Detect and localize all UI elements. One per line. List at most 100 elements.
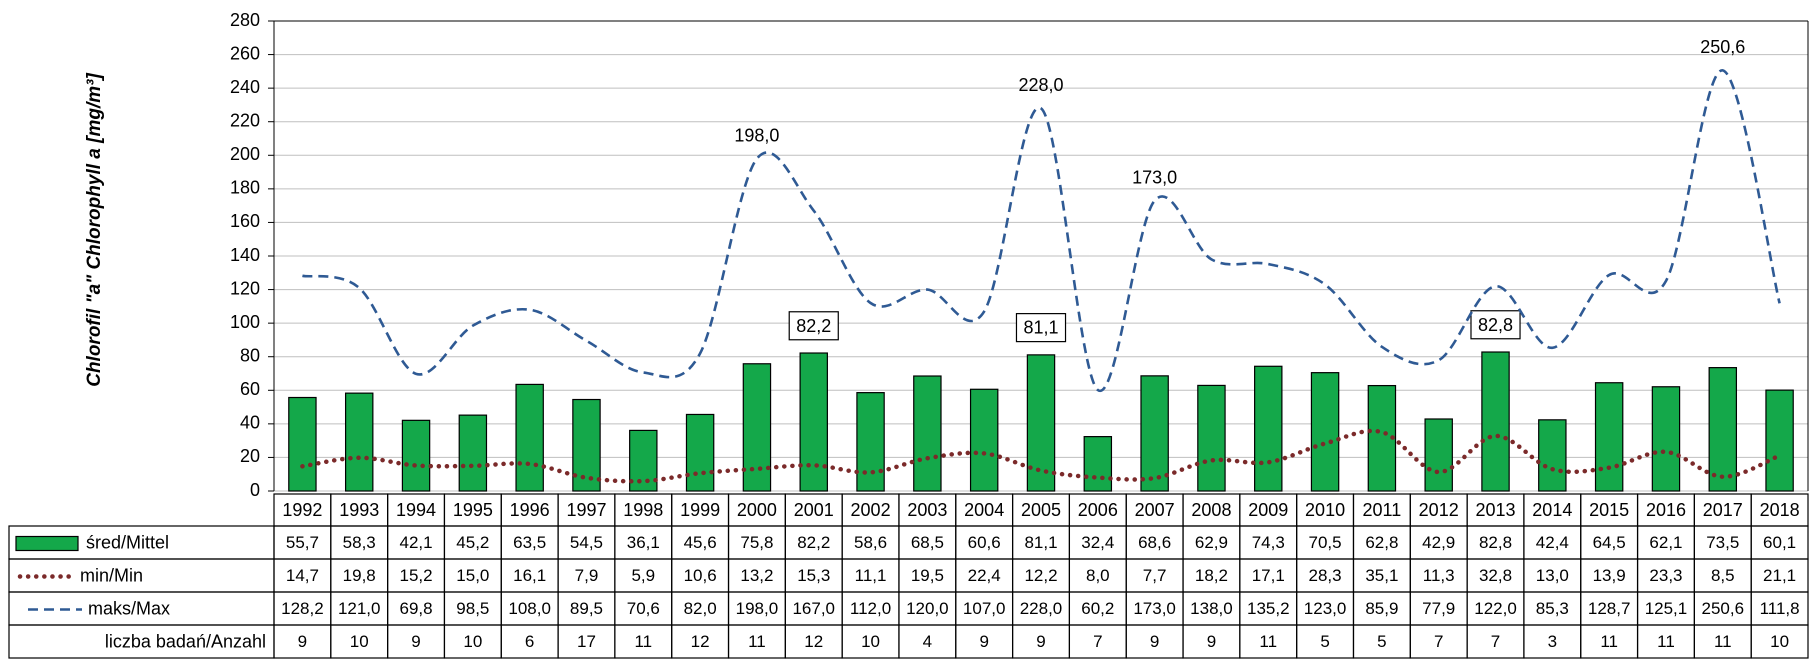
- x-tick-label: 1996: [510, 500, 550, 520]
- table-value: 82,2: [797, 533, 830, 552]
- table-value: 128,7: [1588, 599, 1631, 618]
- table-value: 11: [748, 632, 766, 651]
- table-value: 120,0: [906, 599, 949, 618]
- table-value: 42,9: [1422, 533, 1455, 552]
- bar: [1140, 375, 1169, 492]
- table-value: 69,8: [399, 599, 432, 618]
- table-value: 32,8: [1479, 566, 1512, 585]
- y-tick-label: 180: [230, 178, 260, 198]
- table-value: 82,0: [684, 599, 717, 618]
- table-value: 15,0: [456, 566, 489, 585]
- table-value: 19,8: [343, 566, 376, 585]
- max-annotation: 228,0: [1018, 75, 1063, 95]
- table-value: 12: [804, 632, 823, 651]
- x-tick-label: 1995: [453, 500, 493, 520]
- max-annotation: 250,6: [1700, 37, 1745, 57]
- bar: [1424, 418, 1453, 492]
- table-value: 6: [525, 632, 534, 651]
- table-value: 5,9: [631, 566, 655, 585]
- bar: [685, 413, 715, 492]
- y-tick-label: 60: [240, 379, 260, 399]
- table-value: 42,4: [1536, 533, 1569, 552]
- table-value: 98,5: [456, 599, 489, 618]
- x-tick-label: 2006: [1078, 500, 1118, 520]
- x-tick-label: 1993: [339, 500, 379, 520]
- mean-annotation: 81,1: [1023, 318, 1058, 338]
- mean-annotation: 82,2: [796, 316, 831, 336]
- table-value: 18,2: [1195, 566, 1228, 585]
- table-value: 107,0: [963, 599, 1006, 618]
- row-label: liczba badań/Anzahl: [105, 631, 266, 651]
- x-tick-label: 2001: [794, 500, 834, 520]
- table-value: 77,9: [1422, 599, 1455, 618]
- bar: [969, 388, 999, 492]
- x-tick-label: 1998: [623, 500, 663, 520]
- bar: [344, 392, 374, 492]
- table-value: 75,8: [740, 533, 773, 552]
- y-tick-label: 100: [230, 312, 260, 332]
- line-dotted: [300, 428, 1782, 484]
- table-value: 4: [923, 632, 932, 651]
- table-value: 15,3: [797, 566, 830, 585]
- x-tick-label: 2003: [907, 500, 947, 520]
- table-value: 21,1: [1763, 566, 1796, 585]
- table-value: 9: [979, 632, 988, 651]
- bar: [1310, 372, 1340, 492]
- table-value: 7: [1093, 632, 1102, 651]
- y-tick-label: 20: [240, 446, 260, 466]
- table-value: 9: [1150, 632, 1159, 651]
- table-value: 45,2: [456, 533, 489, 552]
- table-value: 11: [1259, 632, 1277, 651]
- table-value: 68,5: [911, 533, 944, 552]
- x-tick-label: 2000: [737, 500, 777, 520]
- bar: [288, 396, 317, 492]
- bar: [1538, 419, 1567, 492]
- y-tick-label: 240: [230, 77, 260, 97]
- table-value: 62,8: [1365, 533, 1398, 552]
- table-value: 9: [1207, 632, 1216, 651]
- table-value: 10: [350, 632, 369, 651]
- table-value: 7: [1491, 632, 1500, 651]
- bar: [1026, 354, 1056, 492]
- legend-label: min/Min: [80, 565, 143, 585]
- table-value: 13,0: [1536, 566, 1569, 585]
- legend-swatch: [15, 535, 79, 552]
- table-value: 63,5: [513, 533, 546, 552]
- table-value: 167,0: [792, 599, 835, 618]
- x-tick-label: 2007: [1135, 500, 1175, 520]
- table-value: 10: [861, 632, 880, 651]
- table-value: 9: [298, 632, 307, 651]
- bar: [799, 352, 828, 492]
- legend-label: maks/Max: [88, 598, 170, 618]
- table-value: 121,0: [338, 599, 381, 618]
- table-value: 138,0: [1190, 599, 1233, 618]
- table-value: 12: [691, 632, 710, 651]
- table-value: 10,6: [684, 566, 717, 585]
- table-value: 42,1: [399, 533, 432, 552]
- table-value: 60,2: [1081, 599, 1114, 618]
- table-value: 13,9: [1593, 566, 1626, 585]
- x-tick-label: 2017: [1703, 500, 1743, 520]
- bar: [458, 414, 488, 492]
- table-value: 55,7: [286, 533, 319, 552]
- x-tick-label: 2005: [1021, 500, 1061, 520]
- table-value: 28,3: [1309, 566, 1342, 585]
- y-tick-label: 140: [230, 245, 260, 265]
- y-tick-label: 40: [240, 413, 260, 433]
- bar: [856, 392, 885, 492]
- table-value: 14,7: [286, 566, 319, 585]
- x-tick-label: 2002: [851, 500, 891, 520]
- max-annotation: 198,0: [734, 125, 779, 145]
- bar: [742, 363, 772, 492]
- bar: [1481, 351, 1510, 492]
- table-value: 17: [577, 632, 596, 651]
- table-value: 85,9: [1365, 599, 1398, 618]
- table-value: 112,0: [850, 599, 891, 618]
- table-value: 70,6: [627, 599, 660, 618]
- table-value: 8,5: [1711, 566, 1735, 585]
- table-value: 5: [1377, 632, 1386, 651]
- table-value: 45,6: [684, 533, 717, 552]
- line-dashed: [302, 69, 1781, 392]
- table-value: 5: [1320, 632, 1329, 651]
